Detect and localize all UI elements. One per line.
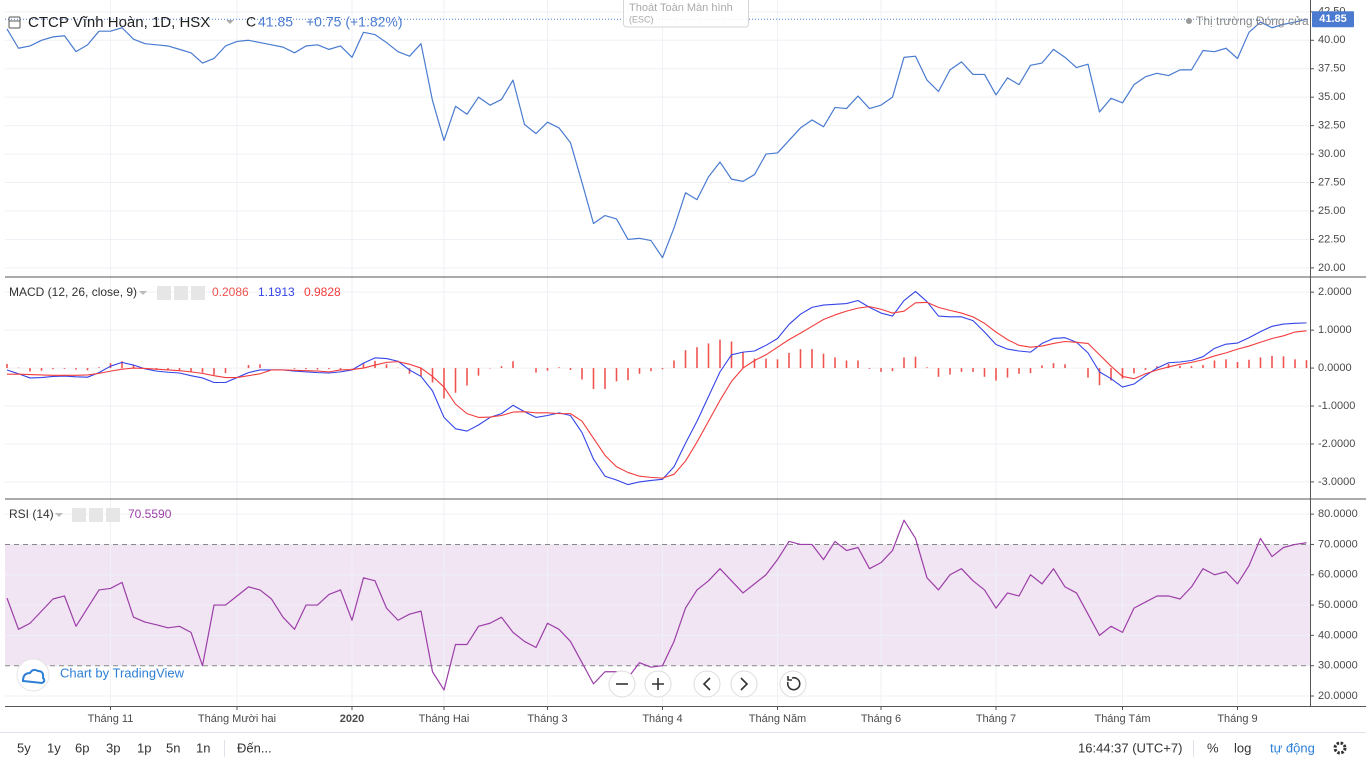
scroll-left-button[interactable]: [693, 670, 721, 698]
y-tick-label: 30.00: [1318, 148, 1346, 160]
visibility-icon[interactable]: [72, 508, 86, 522]
scroll-right-button[interactable]: [730, 670, 758, 698]
settings-icon[interactable]: [89, 508, 103, 522]
close-value: 41.85: [258, 14, 293, 30]
symbol-title: CTCP Vĩnh Hoàn, 1D, HSX: [28, 14, 210, 31]
scroll-left-icon: [702, 677, 711, 691]
last-price-badge: [1312, 11, 1354, 28]
dropdown-caret[interactable]: [139, 291, 147, 295]
reset-button[interactable]: [779, 670, 807, 698]
y-tick-label: 35.00: [1318, 91, 1346, 103]
remove-icon[interactable]: [191, 286, 205, 300]
y-tick-label: 30.0000: [1318, 660, 1358, 672]
scale-button[interactable]: tự động: [1270, 740, 1315, 755]
y-tick-label: 80.0000: [1318, 508, 1358, 520]
dropdown-caret[interactable]: [226, 20, 234, 24]
y-tick-label: 70.0000: [1318, 538, 1358, 550]
range-button[interactable]: 1y: [47, 740, 61, 755]
legend-value: 1.1913: [258, 285, 295, 299]
rsi-title: RSI (14): [9, 507, 54, 521]
settings-icon[interactable]: [174, 286, 188, 300]
remove-icon[interactable]: [106, 508, 120, 522]
legend-value: 0.2086: [212, 285, 249, 299]
bottom-toolbar: Đến... 16:44:37 (UTC+7) 5y 1y 6p 3p 1p 5n 1n% l…: [17, 740, 1347, 757]
scale-button[interactable]: %: [1207, 740, 1219, 755]
settings-gear-hole: [1338, 746, 1342, 750]
y-tick-label: 2.0000: [1318, 286, 1352, 298]
y-tick-label: 32.50: [1318, 120, 1346, 132]
y-tick-label: -1.0000: [1318, 400, 1355, 412]
symbol-icon[interactable]: [8, 16, 21, 29]
y-tick-label: -3.0000: [1318, 476, 1355, 488]
scale-button[interactable]: log: [1234, 740, 1251, 755]
line-series: [6, 18, 1307, 259]
range-button[interactable]: 1n: [196, 740, 210, 755]
x-tick-label: Tháng Tám: [1094, 713, 1150, 725]
market-status: Thị trường Đóng cửa: [1196, 14, 1309, 28]
x-tick-label: Tháng 7: [976, 713, 1016, 725]
x-tick-label: 2020: [340, 713, 364, 725]
x-tick-label: Tháng 9: [1217, 713, 1257, 725]
y-tick-label: 0.0000: [1318, 362, 1352, 374]
reset-icon: [786, 676, 801, 691]
y-tick-label: 60.0000: [1318, 569, 1358, 581]
line-series: [7, 301, 1307, 479]
y-tick-label: 1.0000: [1318, 324, 1352, 336]
x-tick-label: Tháng 3: [527, 713, 567, 725]
watermark-badge: [16, 658, 50, 692]
grid-layer: [5, 0, 1310, 710]
line-series: [6, 519, 1307, 691]
zoom-in-icon: [652, 678, 664, 690]
last-price-label: 41.85: [1319, 13, 1347, 25]
navigation-buttons: [608, 670, 807, 698]
watermark-logo: [21, 668, 46, 685]
y-tick-label: 40.0000: [1318, 629, 1358, 641]
scroll-right-icon: [740, 677, 749, 691]
dropdown-caret[interactable]: [55, 513, 63, 517]
range-button[interactable]: 1p: [137, 740, 151, 755]
y-tick-label: 25.00: [1318, 205, 1346, 217]
x-tick-label: Tháng Mười hai: [198, 713, 276, 725]
range-button[interactable]: 5n: [166, 740, 180, 755]
y-tick-label: 50.0000: [1318, 599, 1358, 611]
x-tick-label: Tháng 6: [861, 713, 901, 725]
legend-value: 0.9828: [304, 285, 341, 299]
price-change: +0.75 (+1.82%): [306, 14, 403, 30]
range-button[interactable]: 3p: [106, 740, 120, 755]
range-button[interactable]: 5y: [17, 740, 31, 755]
fullscreen-exit-label: Thoát Toàn Màn hình: [629, 2, 733, 14]
goto-date-button[interactable]: Đến...: [237, 740, 272, 755]
x-tick-label: Tháng Năm: [749, 713, 806, 725]
y-tick-label: -2.0000: [1318, 438, 1355, 450]
y-tick-label: 40.00: [1318, 34, 1346, 46]
y-tick-label: 20.00: [1318, 262, 1346, 274]
fullscreen-exit-key: (ESC): [629, 14, 654, 24]
fullscreen-exit-button[interactable]: [623, 0, 749, 28]
y-tick-label: 20.0000: [1318, 690, 1358, 702]
range-button[interactable]: 6p: [75, 740, 89, 755]
y-tick-label: 37.50: [1318, 63, 1346, 75]
rsi-value: 70.5590: [128, 507, 172, 521]
settings-gear[interactable]: [1333, 741, 1347, 755]
y-tick-label: 27.50: [1318, 176, 1346, 188]
y-tick-label: 22.50: [1318, 233, 1346, 245]
visibility-icon[interactable]: [157, 286, 171, 300]
watermark-text[interactable]: Chart by TradingView: [60, 665, 185, 680]
close-prefix: C: [246, 14, 256, 30]
x-tick-label: Tháng 4: [642, 713, 682, 725]
marks-layer: [5, 18, 1310, 691]
line-series: [6, 290, 1307, 486]
x-tick-label: Tháng Hai: [419, 713, 470, 725]
macd-title: MACD (12, 26, close, 9): [9, 285, 137, 299]
x-tick-label: Tháng 11: [88, 713, 134, 725]
market-status-dot: [1186, 18, 1192, 24]
clock: 16:44:37 (UTC+7): [1078, 740, 1182, 755]
